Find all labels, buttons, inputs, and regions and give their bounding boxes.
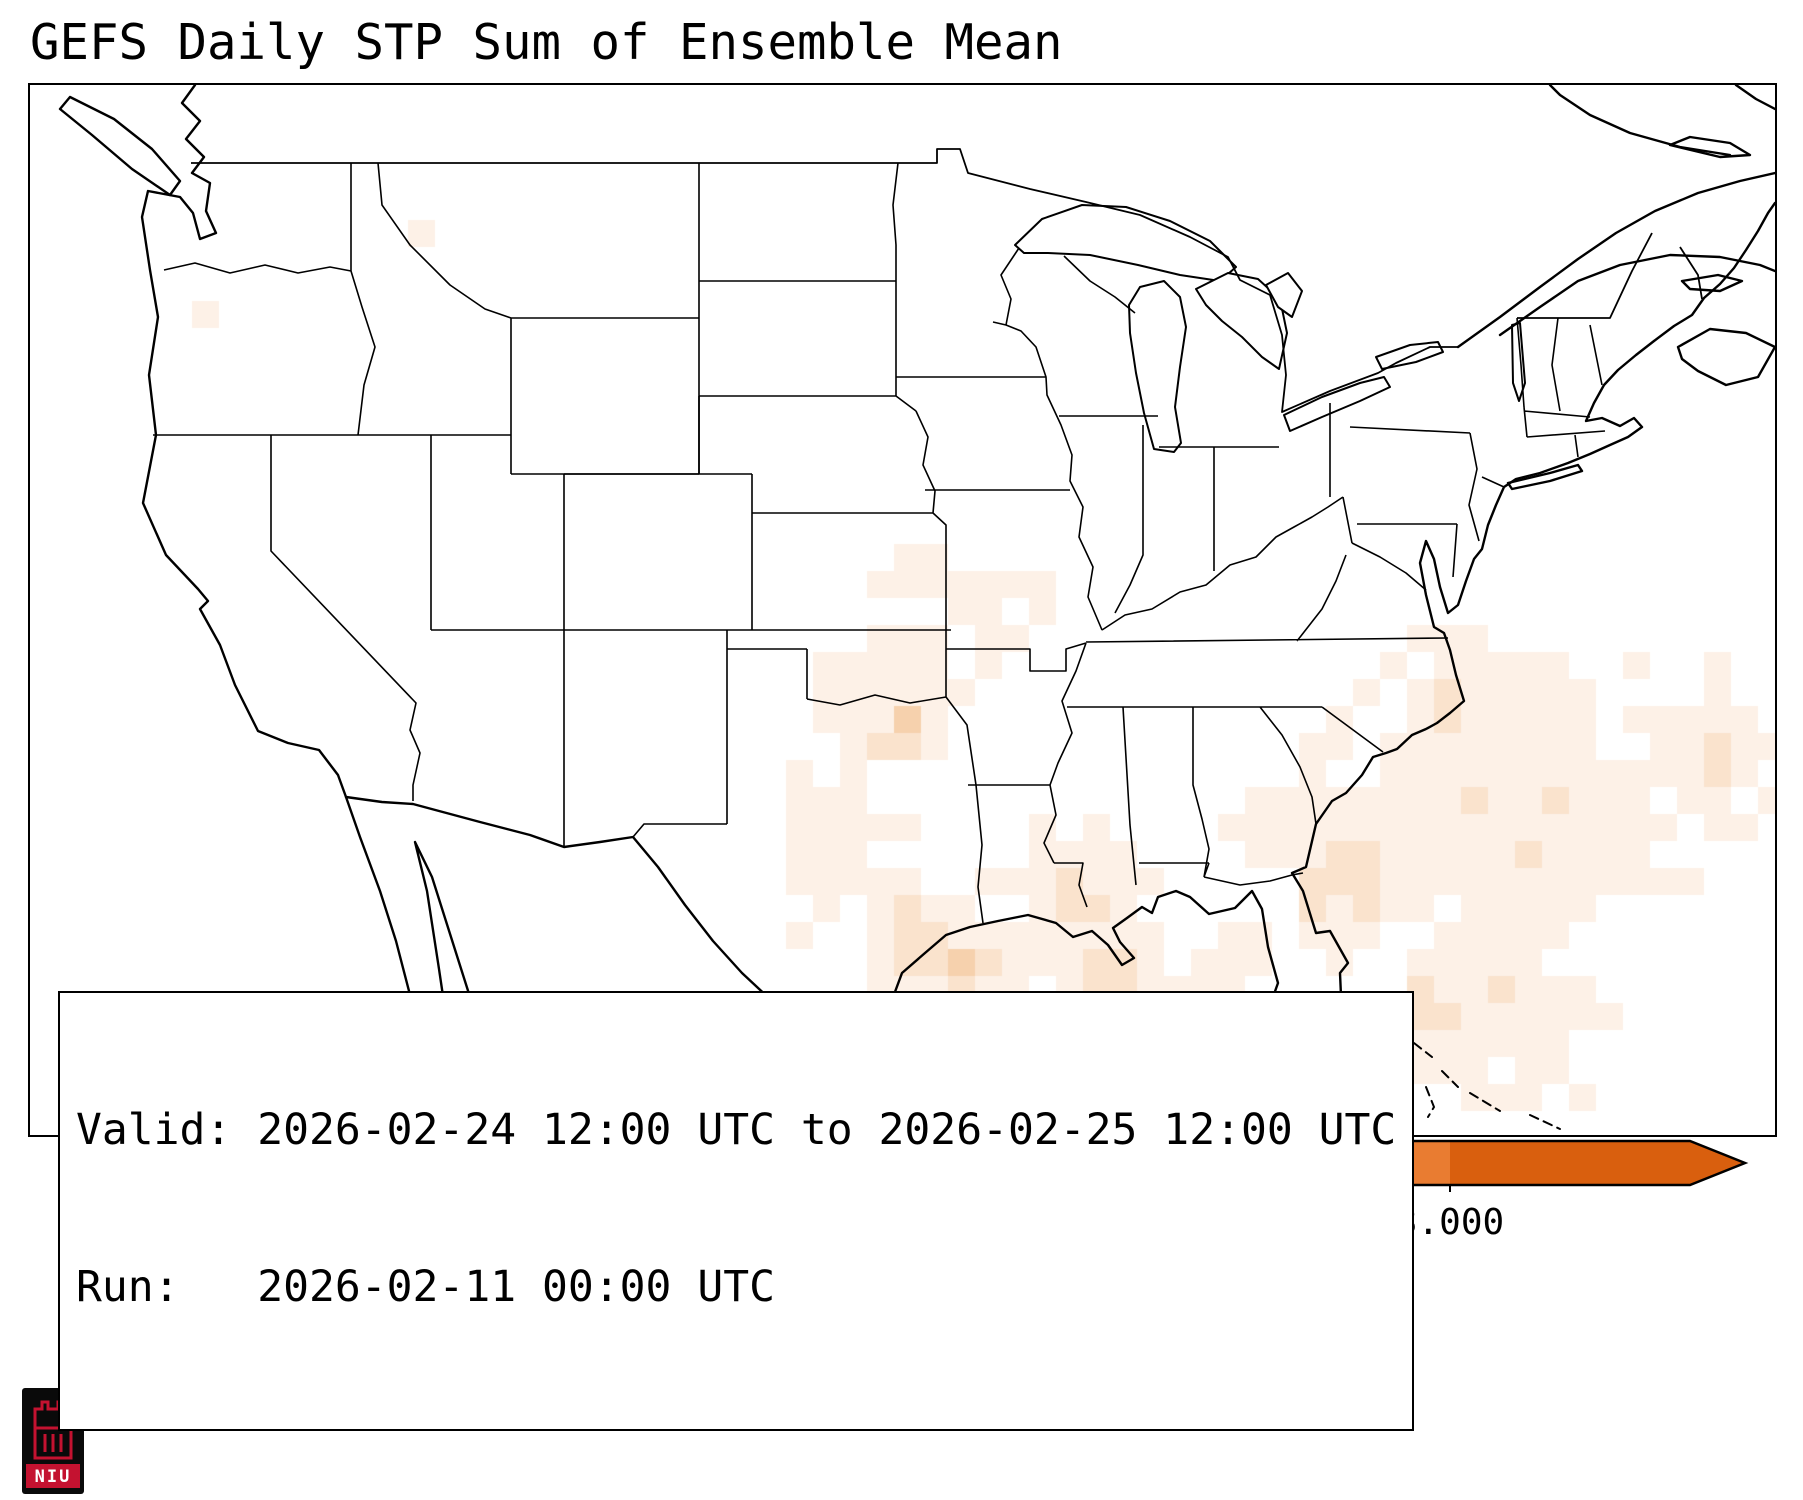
- map-panel: Valid: 2026-02-24 12:00 UTC to 2026-02-2…: [28, 83, 1777, 1431]
- great-lakes: [1014, 204, 1526, 453]
- maine-canada-border: [1517, 232, 1703, 319]
- georgian-bay: [1265, 272, 1303, 318]
- vancouver-island: [58, 95, 182, 197]
- valid-time-text: Valid: 2026-02-24 12:00 UTC to 2026-02-2…: [76, 1104, 1397, 1155]
- lake-michigan: [1128, 280, 1187, 453]
- niu-logo-text: NIU: [35, 1467, 72, 1487]
- figure-title: GEFS Daily STP Sum of Ensemble Mean: [30, 14, 1063, 71]
- newfoundland-corner: [1734, 85, 1775, 111]
- coastlines: [58, 85, 1775, 1135]
- island-chains: [1413, 1042, 1561, 1130]
- states-south: [968, 642, 1384, 908]
- lake-erie: [1283, 376, 1391, 432]
- pacific-coast: [140, 85, 439, 1135]
- st-lawrence-gulf-shore: [1498, 253, 1775, 337]
- long-island: [1506, 463, 1584, 491]
- st-lawrence-south-shore: [1456, 171, 1775, 349]
- niu-banner: [26, 1464, 80, 1488]
- us-basemap: [58, 85, 1775, 1135]
- prince-edward-island: [1680, 273, 1744, 293]
- gulf-atlantic-coast: [876, 201, 1775, 1135]
- states-plains: [564, 162, 1087, 924]
- forecast-info-box: Valid: 2026-02-24 12:00 UTC to 2026-02-2…: [58, 991, 1415, 1431]
- us-canada-border: [191, 148, 1458, 413]
- lake-ontario: [1375, 341, 1444, 370]
- state-borders: [153, 162, 1606, 924]
- lake-huron: [1195, 272, 1288, 370]
- states-midwest-east: [896, 247, 1606, 643]
- country-borders: [191, 148, 1703, 413]
- colorbar-over-arrow: [1450, 1141, 1745, 1185]
- bahamas-banks: [1413, 1042, 1561, 1130]
- nova-scotia: [1676, 327, 1775, 387]
- states-west: [153, 162, 951, 847]
- stp-shading-layer: [30, 85, 1775, 1135]
- anticosti-island: [1668, 135, 1752, 159]
- run-time-text: Run: 2026-02-11 00:00 UTC: [76, 1262, 775, 1313]
- quebec-north-shore: [1548, 85, 1732, 157]
